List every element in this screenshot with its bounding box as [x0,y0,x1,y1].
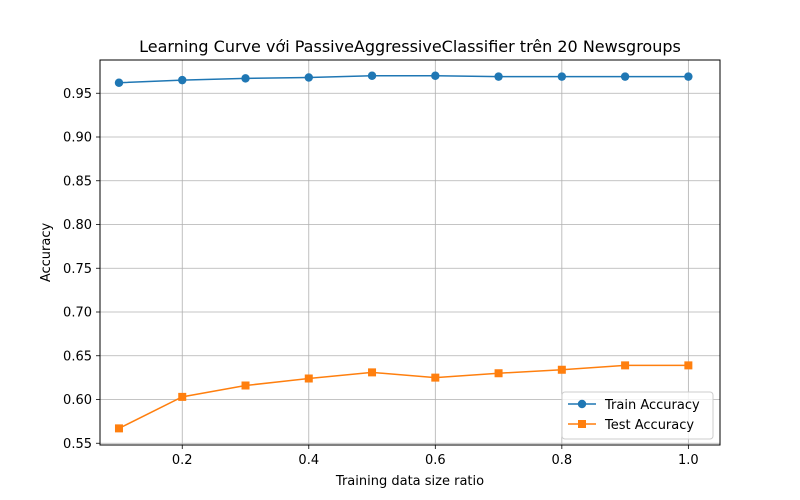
test-accuracy-point [241,381,250,390]
train-accuracy-point [684,72,693,81]
y-tick-label: 0.90 [63,131,92,146]
train-accuracy-point [620,72,630,81]
y-tick-label: 0.80 [63,218,92,233]
train-accuracy-point [431,71,440,80]
test-accuracy-point [621,361,630,370]
legend-label-train: Train Accuracy [604,398,700,413]
grid [100,60,720,445]
y-tick-label: 0.85 [63,174,92,189]
x-tick-label: 0.4 [298,453,319,468]
y-tick-label: 0.95 [63,87,92,102]
x-axis-label: Training data size ratio [335,474,484,489]
series-line-0 [118,75,689,84]
y-axis-label: Accuracy [39,223,54,283]
test-accuracy-point [304,374,313,383]
series-lines [118,75,689,430]
y-tick-label: 0.65 [63,349,92,364]
legend-box [561,391,714,440]
test-accuracy-point [368,368,377,377]
legend: Train Accuracy Test Accuracy [561,391,714,440]
plot-frame [99,59,721,446]
train-accuracy-point [367,71,377,80]
train-accuracy-point [114,78,124,87]
x-tick-label: 0.6 [425,453,446,468]
test-accuracy-point [494,369,503,378]
x-axis-ticks: 0.2 0.4 0.6 0.8 1.0 [172,445,699,468]
test-accuracy-point [114,424,123,433]
series-markers [114,71,693,433]
legend-label-test: Test Accuracy [604,418,694,433]
test-accuracy-point [684,361,693,370]
train-accuracy-point [494,72,503,81]
train-accuracy-point [557,72,567,81]
y-tick-label: 0.60 [63,393,92,408]
train-accuracy-point [241,74,250,83]
series-line-1 [118,364,689,430]
y-axis-ticks: 0.55 0.60 0.65 0.70 0.75 0.80 0.85 0.90 0.95 [63,87,100,452]
x-tick-label: 0.8 [551,453,572,468]
y-tick-label: 0.75 [63,262,92,277]
x-tick-label: 0.2 [172,453,193,468]
legend-marker-train [577,399,587,409]
chart-title: Learning Curve với PassiveAggressiveClas… [139,37,681,56]
y-tick-label: 0.55 [63,437,92,452]
y-tick-label: 0.70 [63,306,92,321]
x-tick-label: 1.0 [678,453,699,468]
test-accuracy-point [557,365,566,374]
legend-marker-test [578,420,586,428]
train-accuracy-point [304,73,313,82]
train-accuracy-point [178,75,187,85]
test-accuracy-point [431,373,440,382]
test-accuracy-point [178,392,187,401]
